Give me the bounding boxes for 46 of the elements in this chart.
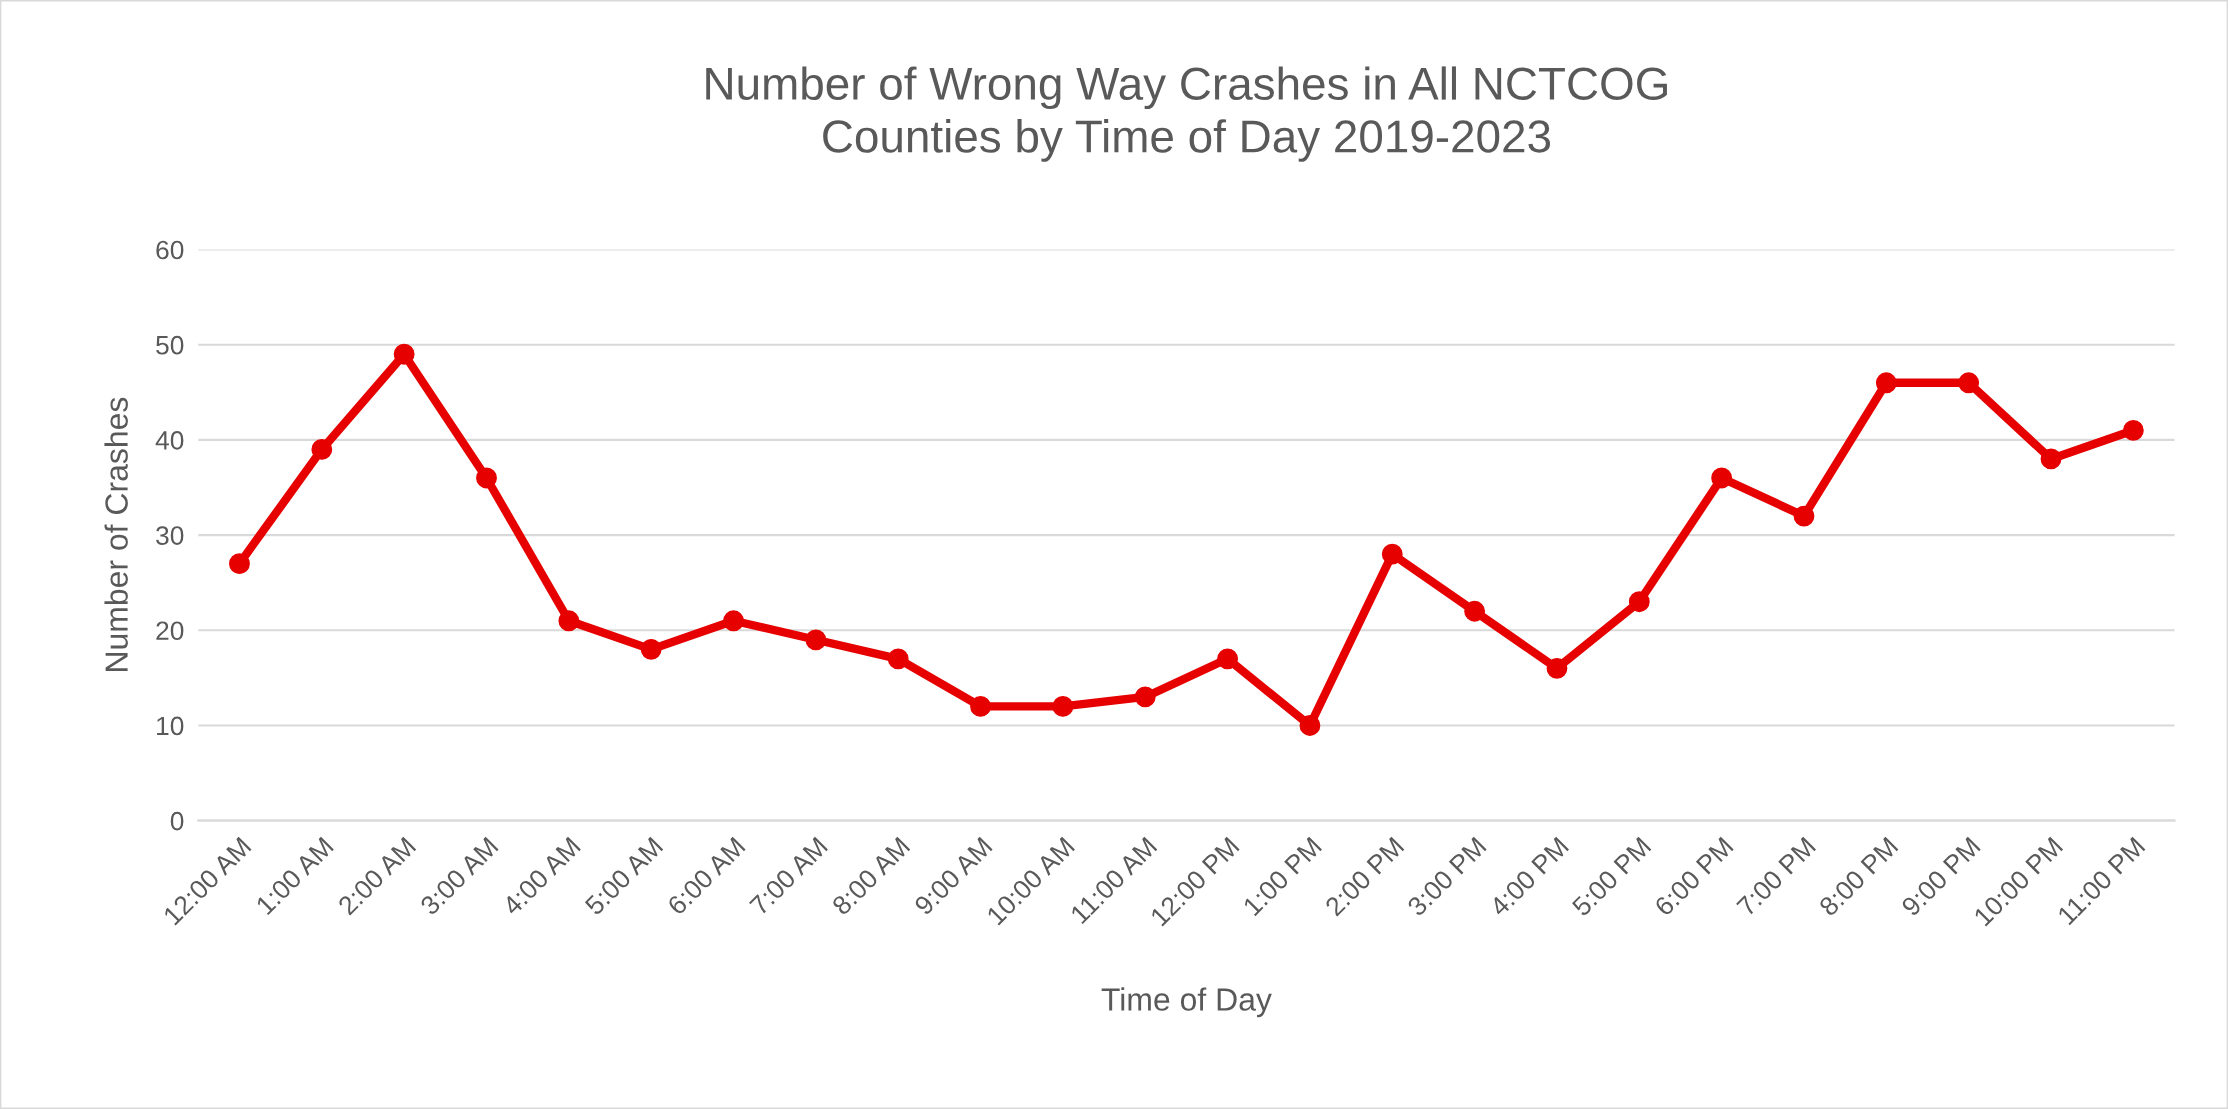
- y-tick-label: 0: [170, 811, 184, 831]
- point: [311, 439, 333, 460]
- x-tick-label: 8:00 PM: [1818, 836, 1899, 917]
- y-tick-label: 50: [156, 335, 184, 355]
- y-tick-label: 40: [155, 431, 184, 450]
- point: [723, 610, 744, 632]
- point: [1052, 696, 1074, 717]
- point: [805, 629, 827, 651]
- point: [476, 467, 497, 489]
- y-tick-label: 30: [156, 526, 184, 545]
- point: [2122, 419, 2144, 441]
- point: [1217, 648, 1238, 670]
- x-tick-label: 6:00 PM: [1653, 836, 1734, 917]
- chart-title: Number of Wrong Way Crashes in All NCTCOG Counties by Time of Day 2019-2023: [706, 66, 1667, 162]
- x-tick-label: 5:00 AM: [583, 836, 664, 916]
- point: [1958, 372, 1980, 394]
- x-tick-label: 7:00 AM: [748, 836, 829, 916]
- point: [1711, 467, 1733, 489]
- point: [558, 610, 580, 632]
- point: [970, 696, 991, 717]
- x-tick-label: 3:00 PM: [1406, 836, 1487, 918]
- y-axis-title: Number of Crashes: [104, 397, 128, 671]
- y-tick-label: 10: [157, 716, 184, 736]
- point: [1875, 372, 1897, 394]
- x-tick-label: 8:00 AM: [831, 836, 911, 916]
- x-tick-label: 3:00 AM: [419, 836, 499, 916]
- point: [1464, 600, 1486, 622]
- y-tick-label: 60: [156, 240, 184, 260]
- point: [1134, 686, 1156, 708]
- point: [887, 648, 909, 670]
- x-tick-label: 7:00 PM: [1735, 836, 1817, 917]
- point: [1381, 543, 1403, 565]
- point: [1628, 591, 1650, 613]
- x-tick-label: 5:00 PM: [1571, 836, 1652, 917]
- x-tick-label: 6:00 AM: [666, 836, 746, 916]
- y-tick-label: 20: [156, 621, 184, 641]
- x-tick-label: 4:00 PM: [1488, 836, 1570, 918]
- point: [640, 638, 662, 660]
- x-axis-title: Time of Day: [1101, 987, 1272, 1018]
- point: [1299, 715, 1321, 736]
- point: [1793, 505, 1815, 527]
- point: [393, 343, 415, 365]
- x-tick-label: 4:00 AM: [501, 836, 582, 917]
- point: [229, 553, 250, 575]
- point: [2040, 448, 2062, 470]
- point: [1546, 657, 1568, 679]
